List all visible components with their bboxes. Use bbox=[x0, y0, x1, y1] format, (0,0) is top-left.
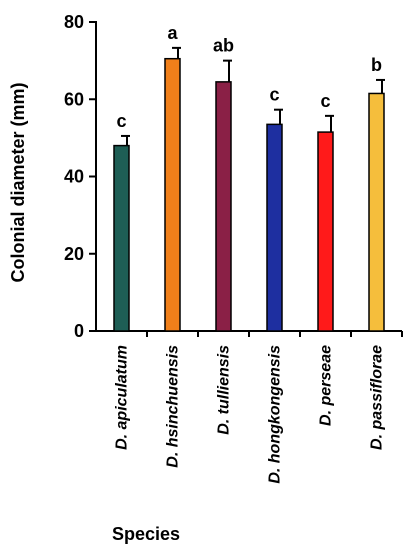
x-category-label: D. perseae bbox=[318, 345, 335, 426]
significance-letters: c a ab c c b bbox=[116, 23, 382, 131]
bar bbox=[215, 81, 232, 332]
significance-letter: c bbox=[116, 111, 126, 131]
x-category-label: D. hongkongensis bbox=[267, 345, 284, 484]
y-tick-label: 20 bbox=[64, 244, 84, 264]
bar bbox=[113, 144, 130, 332]
significance-letter: b bbox=[371, 55, 382, 75]
significance-letter: ab bbox=[213, 36, 234, 56]
y-ticks: 0 20 40 60 80 bbox=[64, 12, 96, 341]
axes-layer bbox=[95, 21, 402, 332]
error-bars bbox=[121, 46, 385, 146]
bar bbox=[368, 92, 385, 332]
y-tick-label: 80 bbox=[64, 12, 84, 32]
significance-letter: a bbox=[167, 23, 178, 43]
significance-letter: c bbox=[320, 91, 330, 111]
x-axis-title: Species bbox=[112, 524, 180, 544]
bar bbox=[266, 123, 283, 332]
x-category-labels: D. apiculatum D. hsinchuensis D. tulliensi… bbox=[114, 345, 386, 484]
x-category-label: D. hsinchuensis bbox=[165, 345, 182, 468]
y-tick-label: 60 bbox=[64, 89, 84, 109]
x-category-label: D. apiculatum bbox=[114, 345, 131, 450]
x-category-label: D. passiflorae bbox=[369, 345, 386, 450]
bar bbox=[317, 131, 334, 332]
y-tick-label: 0 bbox=[74, 321, 84, 341]
bars bbox=[113, 57, 403, 337]
y-axis-title: Colonial diameter (mm) bbox=[8, 82, 28, 282]
x-category-label: D. tulliensis bbox=[216, 345, 233, 435]
y-tick-label: 40 bbox=[64, 167, 84, 187]
bar bbox=[164, 57, 181, 332]
significance-letter: c bbox=[269, 85, 279, 105]
